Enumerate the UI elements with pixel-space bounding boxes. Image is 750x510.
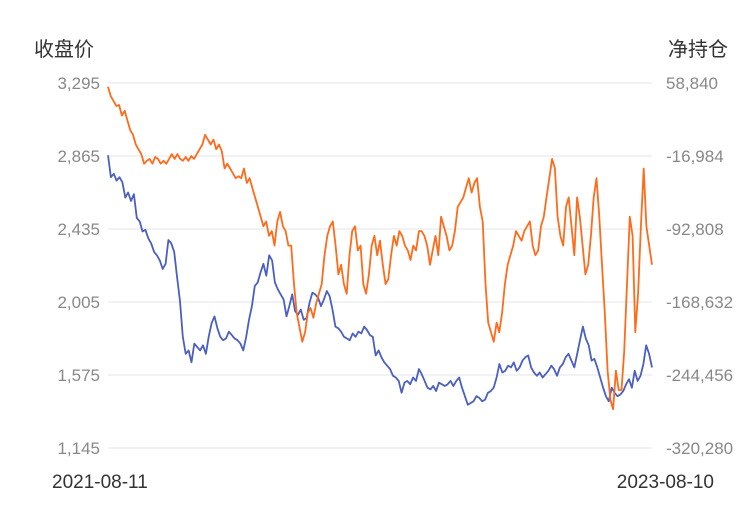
left-axis-ticks: 3,295 2,865 2,435 2,005 1,575 1,145 bbox=[57, 74, 100, 458]
left-tick-label: 2,005 bbox=[57, 293, 100, 312]
left-axis-title: 收盘价 bbox=[34, 38, 94, 61]
series-lines bbox=[107, 86, 653, 411]
x-tick-end: 2023-08-10 bbox=[617, 472, 714, 493]
series-line-close-price bbox=[107, 155, 653, 406]
series-line-net-position bbox=[107, 86, 653, 411]
right-tick-label: -92,808 bbox=[666, 220, 724, 239]
right-tick-label: -168,632 bbox=[666, 293, 733, 312]
left-tick-label: 1,145 bbox=[57, 439, 100, 458]
right-axis-ticks: 58,840 -16,984 -92,808 -168,632 -244,456 -320… bbox=[666, 74, 733, 458]
right-tick-label: -320,280 bbox=[666, 439, 733, 458]
right-tick-label: 58,840 bbox=[666, 74, 718, 93]
right-tick-label: -244,456 bbox=[666, 366, 733, 385]
x-tick-start: 2021-08-11 bbox=[52, 472, 148, 493]
left-tick-label: 1,575 bbox=[57, 366, 100, 385]
left-tick-label: 3,295 bbox=[57, 74, 100, 93]
left-tick-label: 2,435 bbox=[57, 220, 100, 239]
right-axis-title: 净持仓 bbox=[668, 38, 728, 61]
right-tick-label: -16,984 bbox=[666, 147, 724, 166]
left-tick-label: 2,865 bbox=[57, 147, 100, 166]
gridlines bbox=[108, 82, 652, 449]
